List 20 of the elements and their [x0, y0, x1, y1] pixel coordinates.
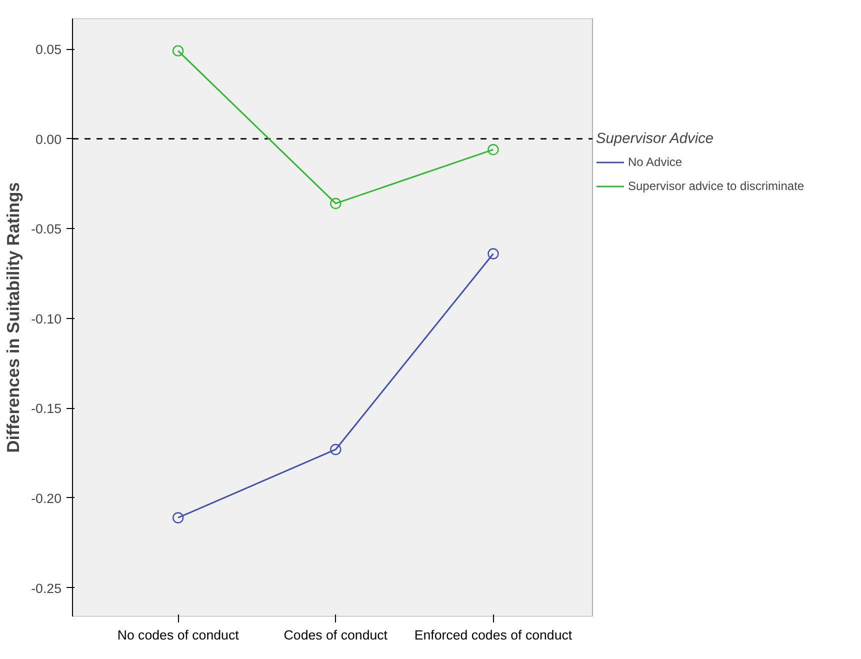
- legend-label: Supervisor advice to discriminate: [628, 179, 804, 193]
- point: [172, 45, 184, 56]
- y-tick-label: -0.10: [31, 311, 62, 326]
- point: [330, 444, 342, 456]
- point: [488, 248, 499, 260]
- x-tick-label: Codes of conduct: [284, 628, 388, 642]
- y-tick-label: -0.05: [31, 222, 62, 237]
- point: [330, 198, 342, 210]
- y-tick-label: 0.00: [36, 132, 62, 147]
- legend-label: No Advice: [628, 155, 682, 169]
- point: [488, 144, 499, 156]
- y-tick-label: 0.05: [36, 42, 62, 58]
- y-axis-title: Differences in Suitability Ratings: [3, 182, 24, 453]
- point: [172, 512, 184, 524]
- legend-title: Supervisor Advice: [596, 131, 715, 147]
- x-tick-label: Enforced codes of conduct: [414, 628, 572, 642]
- x-tick-label: No codes of conduct: [117, 628, 240, 642]
- y-tick-label: -0.20: [31, 490, 62, 506]
- y-tick-label: -0.15: [31, 401, 62, 416]
- y-tick-label: -0.25: [31, 580, 62, 596]
